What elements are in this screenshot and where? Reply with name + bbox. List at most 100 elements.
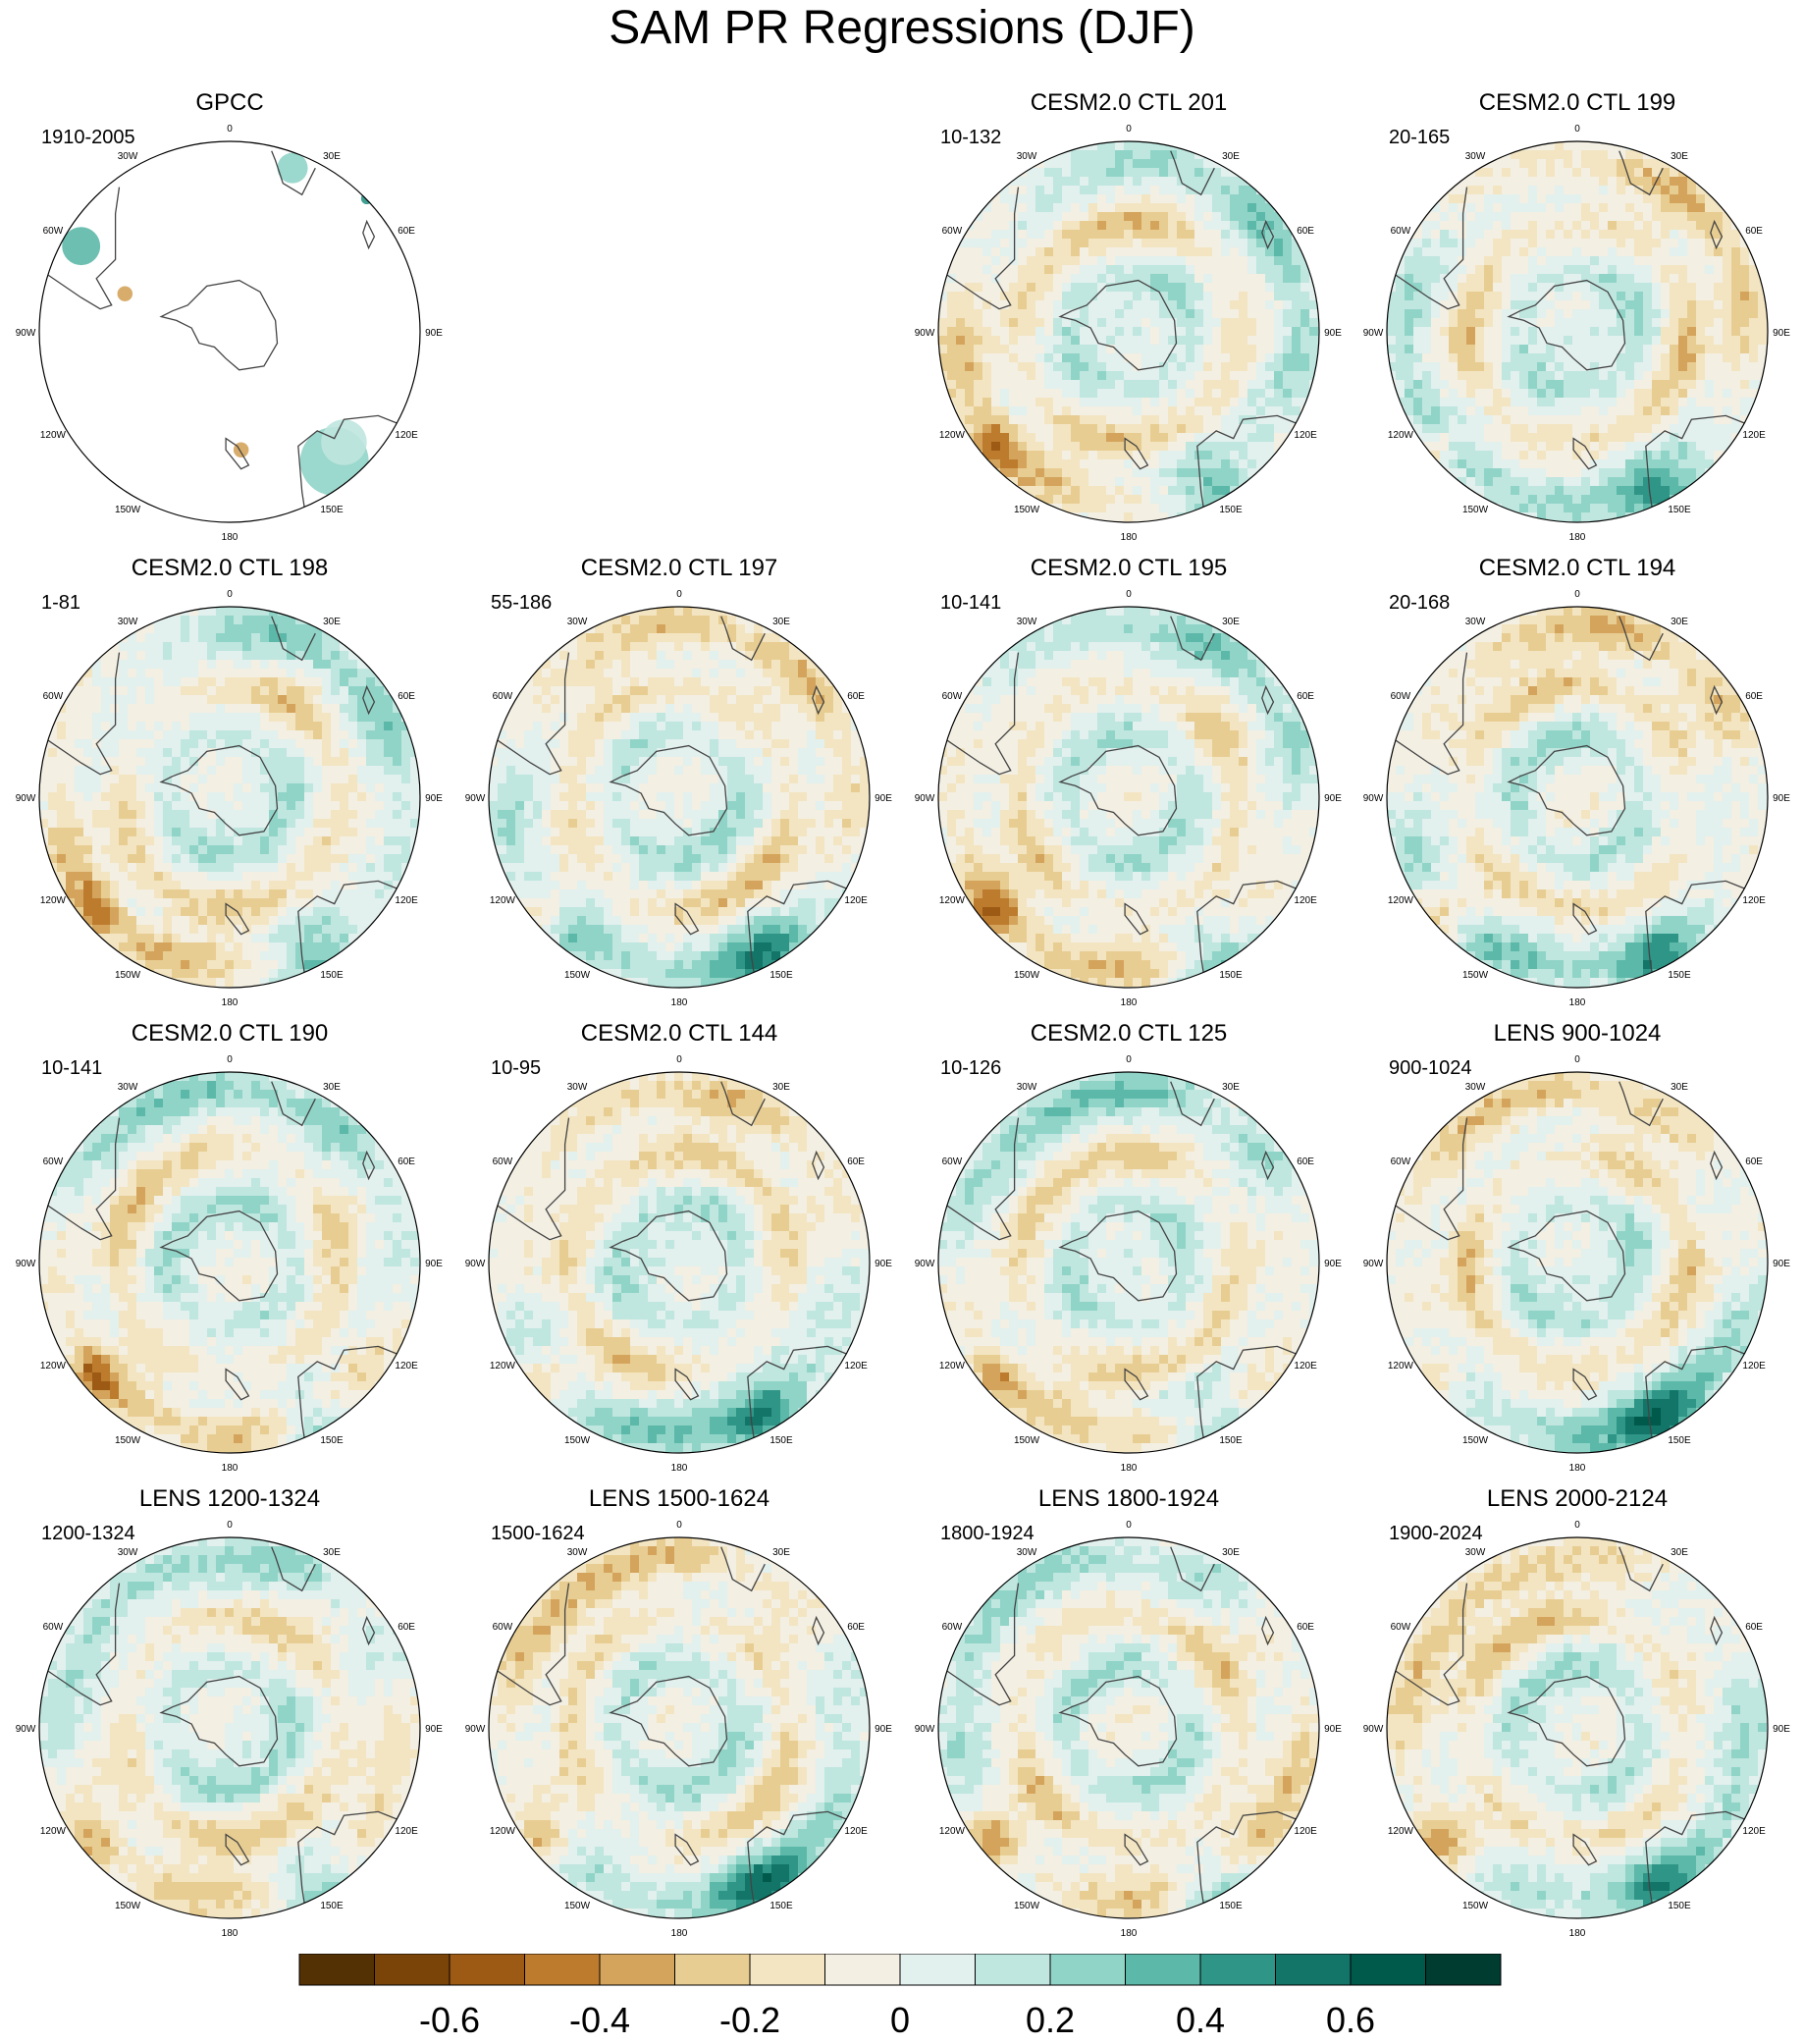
lon-label: 0 [1574,589,1580,600]
lon-label: 30E [1671,1547,1688,1558]
lon-label: 0 [227,124,233,134]
lon-label: 30W [1465,151,1486,162]
lon-label: 90E [875,1724,892,1735]
colorbar-swatch [1125,1954,1201,1986]
panel-title: CESM2.0 CTL 144 [453,1019,905,1049]
colorbar-swatch [449,1954,525,1986]
lon-label: 60W [942,691,963,702]
lon-label: 90W [465,793,486,804]
lon-label: 0 [1126,124,1132,134]
lon-label: 30E [323,151,341,162]
lon-label: 0 [676,1054,682,1065]
colorbar-swatch [1199,1954,1276,1986]
polar-map: 0 30E 60E 90E 120E 150E 180 150W 120W 90W 60W 30W [16,124,444,543]
lon-label: 120E [1294,1826,1317,1837]
lon-label: 150E [769,970,793,981]
lon-label: 30E [1222,151,1240,162]
lon-label: 30W [118,617,138,627]
lon-label: 150W [115,1901,141,1911]
panel-title: LENS 1500-1624 [453,1484,905,1514]
panel-title: CESM2.0 CTL 198 [4,554,455,583]
panel-title: CESM2.0 CTL 197 [453,554,905,583]
map-panel: CESM2.0 CTL 198 1-81 0 30E 60E 90E 120E 150E 180… [4,554,455,1015]
lon-label: 60W [942,1622,963,1633]
lon-label: 60E [1297,1156,1314,1167]
lon-label: 150W [564,970,591,981]
lon-label: 180 [1569,997,1586,1008]
lon-label: 30E [323,1082,341,1093]
lon-label: 90W [16,1724,36,1735]
lon-label: 60W [43,1622,64,1633]
lon-label: 60E [1745,691,1763,702]
lon-label: 30W [1465,1082,1486,1093]
precip-field [489,1537,870,1918]
lon-label: 30E [1222,1082,1240,1093]
lon-label: 60E [1745,1156,1763,1167]
lon-label: 120E [1294,430,1317,441]
precip-field [1387,1537,1768,1918]
lon-label: 90W [16,793,36,804]
colorbar-tick-label: 0 [890,2000,910,2040]
colorbar-tick-label: 0.6 [1326,2000,1375,2040]
lon-label: 120E [395,1826,418,1837]
lon-label: 90W [1363,1724,1384,1735]
precip-field [938,141,1319,522]
colorbar-swatch [824,1954,901,1986]
lon-label: 30E [772,617,790,627]
lon-label: 60W [942,1156,963,1167]
lon-label: 150E [1219,505,1243,515]
lon-label: 30W [567,617,588,627]
precip-field [489,1072,870,1453]
lon-label: 180 [222,532,239,543]
lon-label: 150W [1014,970,1040,981]
lon-label: 120E [844,1361,868,1372]
precip-field [39,1072,420,1453]
lon-label: 180 [222,1928,239,1939]
lon-label: 90W [16,1259,36,1269]
map-panel: CESM2.0 CTL 125 10-126 0 30E 60E 90E 120E 150E 1… [903,1019,1354,1480]
lon-label: 150E [320,505,344,515]
lon-label: 120E [844,1826,868,1837]
lon-label: 180 [1569,1463,1586,1474]
panel-title: CESM2.0 CTL 199 [1352,88,1803,118]
polar-map: 0 30E 60E 90E 120E 150E 180 150W 120W 90W 60W 30W [1363,1520,1791,1939]
lon-label: 90E [1324,793,1342,804]
lon-label: 30W [1017,1547,1037,1558]
panel-period: 1800-1924 [940,1522,1035,1545]
precip-field [938,1072,1319,1453]
lon-label: 150E [320,970,344,981]
lon-label: 60E [847,691,865,702]
lon-label: 150W [1014,505,1040,515]
lon-label: 0 [1574,1054,1580,1065]
panel-period: 1200-1324 [41,1522,135,1545]
panel-period: 10-132 [940,126,1001,149]
lon-label: 180 [671,1928,688,1939]
lon-label: 0 [227,1520,233,1531]
lon-label: 150W [1462,505,1489,515]
lon-label: 60E [847,1622,865,1633]
lon-label: 120W [1388,430,1414,441]
panel-title: CESM2.0 CTL 194 [1352,554,1803,583]
lon-label: 30W [1017,151,1037,162]
panel-title: CESM2.0 CTL 195 [903,554,1354,583]
lon-label: 90E [1324,1724,1342,1735]
lon-label: 150E [769,1901,793,1911]
panel-title: CESM2.0 CTL 201 [903,88,1354,118]
map-panel: CESM2.0 CTL 194 20-168 0 30E 60E 90E 120E 150E 1… [1352,554,1803,1015]
panel-period: 1-81 [41,591,80,615]
map-panel: CESM2.0 CTL 195 10-141 0 30E 60E 90E 120E 150E 1… [903,554,1354,1015]
lon-label: 150W [1462,1901,1489,1911]
map-panel: LENS 900-1024 900-1024 0 30E 60E 90E 120E 150E 1… [1352,1019,1803,1480]
panel-title: LENS 900-1024 [1352,1019,1803,1049]
lon-label: 150E [1668,1435,1691,1446]
lon-label: 0 [1574,1520,1580,1531]
lon-label: 120E [1742,1361,1766,1372]
polar-map: 0 30E 60E 90E 120E 150E 180 150W 120W 90W 60W 30W [1363,589,1791,1008]
lon-label: 90W [1363,328,1384,339]
lon-label: 30E [323,1547,341,1558]
lon-label: 180 [1121,1928,1138,1939]
lon-label: 60E [847,1156,865,1167]
lon-label: 120E [1742,1826,1766,1837]
lon-label: 120E [1742,895,1766,906]
colorbar-swatch [1049,1954,1126,1986]
